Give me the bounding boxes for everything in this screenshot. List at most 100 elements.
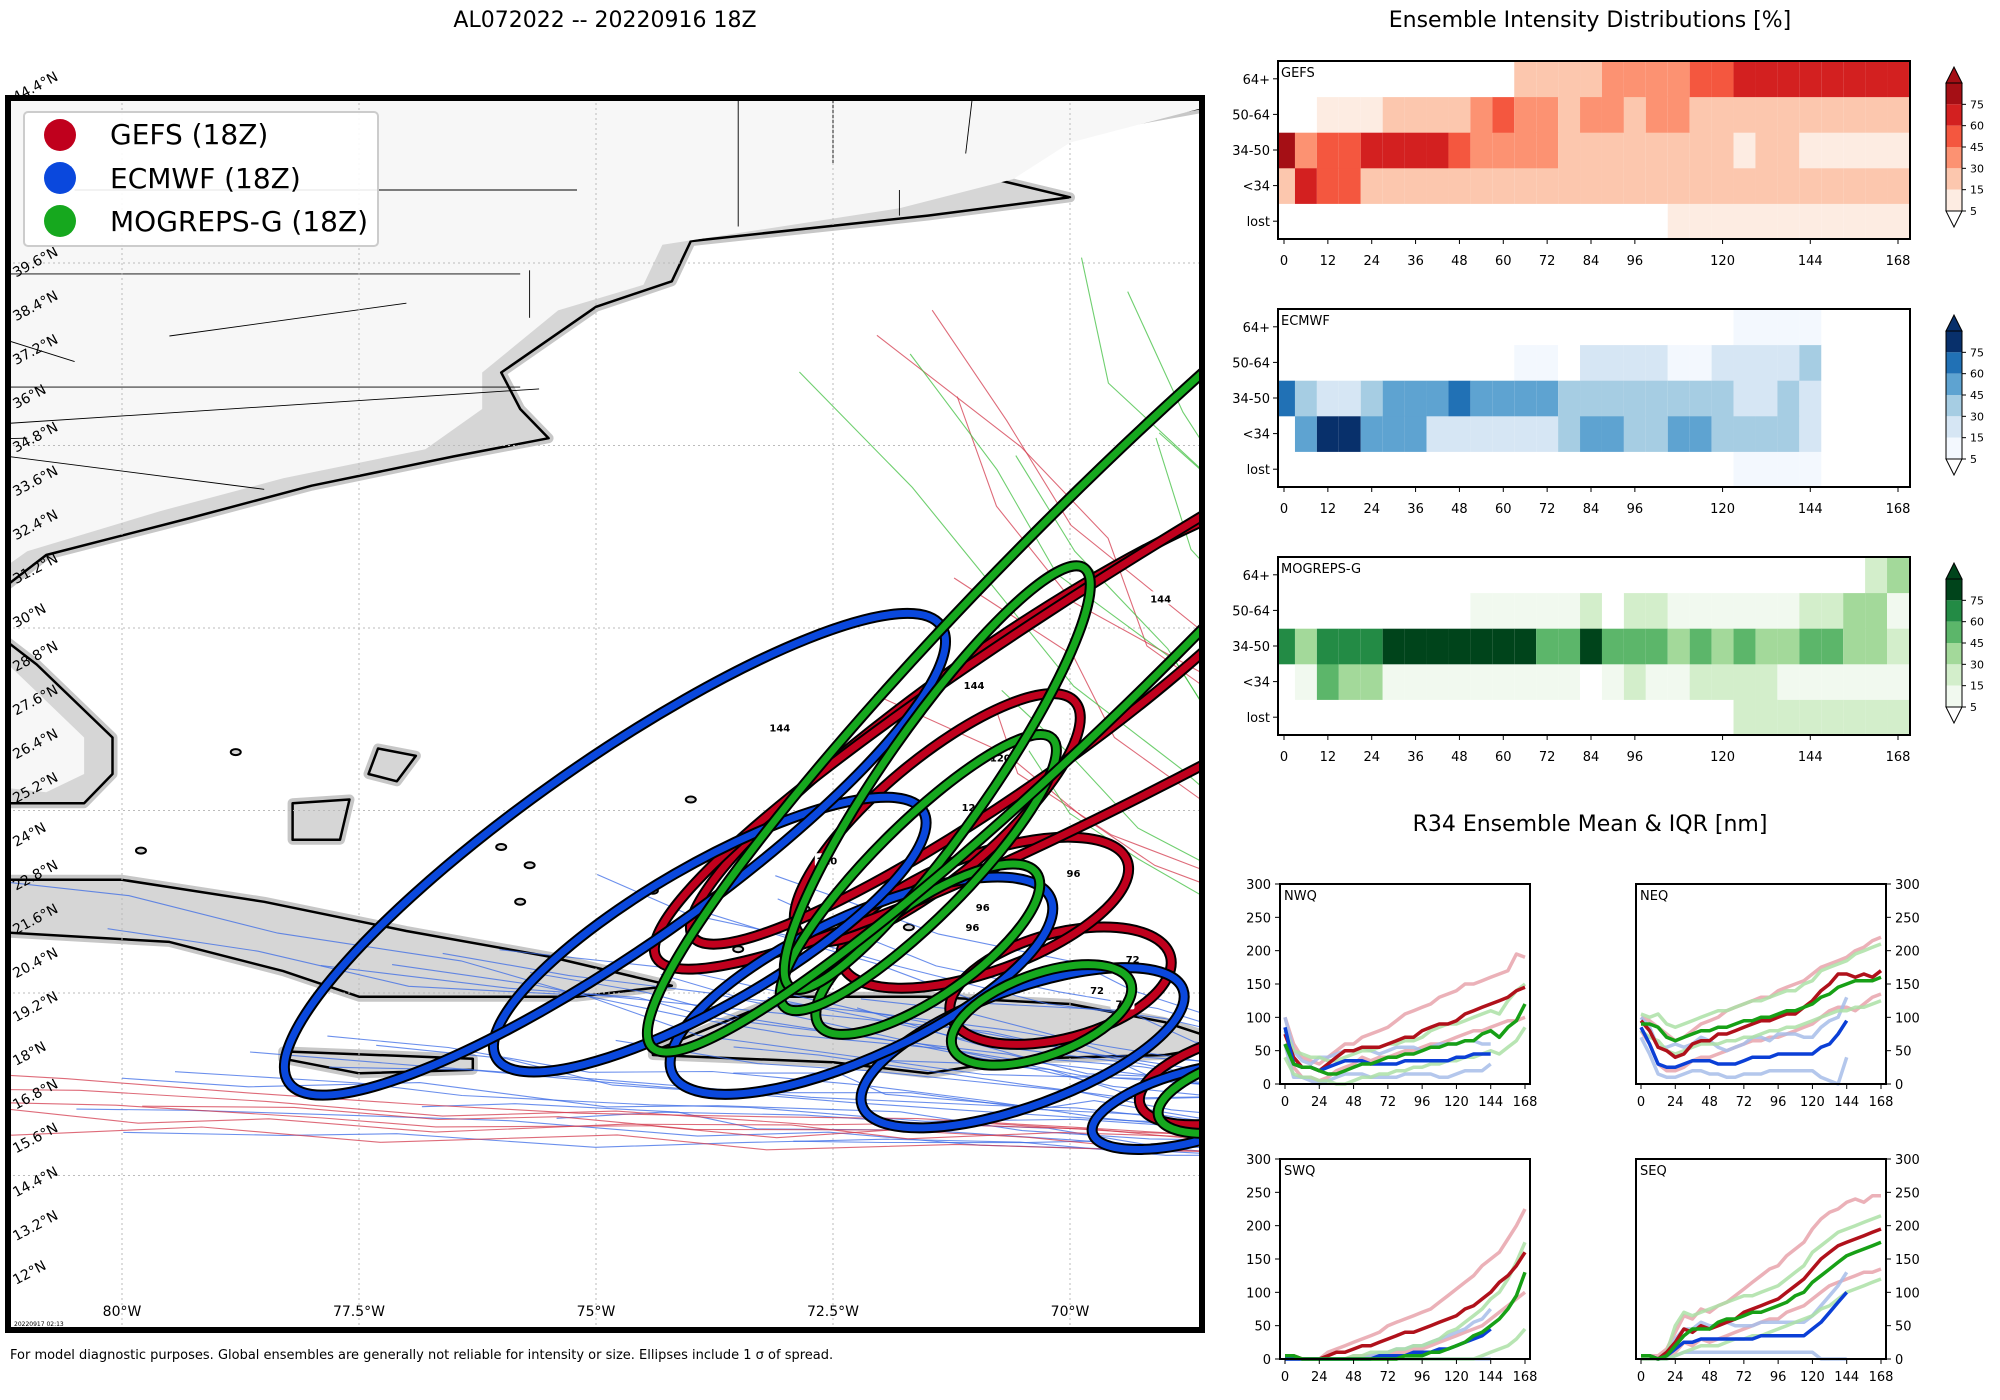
heatmap-cell [1733, 592, 1756, 629]
heatmap-cell [1645, 203, 1668, 240]
heatmap-cell [1492, 61, 1515, 98]
heatmap-cell [1294, 592, 1317, 629]
heatmap-cell [1580, 203, 1602, 240]
ecmwf-ensemble-track [392, 964, 1202, 1084]
forecast-hour-label: 120 [990, 754, 1011, 765]
heatmap-cell [1536, 663, 1559, 700]
mogreps-g-ellipse-168h [643, 127, 1202, 1056]
colorbar-segment [1946, 373, 1962, 395]
heatmap-cell [1623, 132, 1646, 169]
heatmap-cell [1689, 96, 1712, 133]
colorbar-segment [1946, 352, 1962, 374]
heatmap-cell [1316, 557, 1339, 594]
heatmap-cell [1514, 628, 1537, 665]
lon-tick-label: 80°W [103, 1304, 142, 1320]
map-frame [5, 95, 1205, 1333]
heatmap-cell [1799, 96, 1822, 133]
heatmap-cell [1426, 592, 1449, 629]
heatmap-cell [1799, 628, 1822, 665]
heatmap-cell [1799, 203, 1822, 240]
heatmap-cell [1777, 61, 1800, 98]
heatmap-cell [1426, 699, 1449, 736]
heatmap-cell [1689, 167, 1712, 204]
heatmap-cell [1514, 132, 1537, 169]
heatmap-cell [1777, 557, 1800, 594]
r34-y-tick-label: 300 [1246, 1153, 1271, 1168]
heatmap-cell [1492, 309, 1515, 346]
r34-y-tick-label: 150 [1895, 1253, 1920, 1268]
heatmap-cell [1558, 699, 1581, 736]
lon-tick-label: 70°W [1051, 1304, 1090, 1320]
heatmap-cell [1843, 699, 1866, 736]
heatmap-cell [1623, 61, 1646, 98]
heatmap-cell [1623, 415, 1646, 452]
heatmap-cell [1338, 203, 1361, 240]
heatmap-cell [1338, 96, 1361, 133]
heatmap-cell [1316, 451, 1339, 488]
heatmap-cell [1404, 132, 1427, 169]
heatmap-cell [1338, 344, 1361, 381]
ecmwf-ensemble-track [660, 973, 1202, 1063]
heatmap-cell [1360, 699, 1383, 736]
heatmap-cell [1623, 203, 1646, 240]
heatmap-cell [1278, 557, 1295, 594]
heatmap-cell [1536, 309, 1559, 346]
heatmap-cell [1294, 344, 1317, 381]
heatmap-cell [1316, 663, 1339, 700]
r34-y-tick-label: 250 [1246, 1186, 1271, 1201]
colorbar-tick-label: 15 [1970, 432, 1984, 445]
mogreps-intensity-heatmap: lost <34 34-50 50-64 64+ MOGREPS-G 0 12 24 36 48 60… [1232, 556, 1984, 765]
colorbar-segment [1946, 685, 1962, 707]
heatmap-cell [1294, 61, 1317, 98]
heatmap-cell [1843, 628, 1866, 665]
legend-ecmwf-marker [44, 162, 76, 194]
heatmap-cell [1448, 663, 1471, 700]
heatmap-cell [1689, 699, 1712, 736]
colorbar-tick-label: 45 [1970, 637, 1984, 650]
heatmap-cell [1382, 309, 1405, 346]
colorbar-tick-label: 75 [1970, 98, 1984, 111]
r34-y-tick-label: 0 [1895, 1353, 1903, 1368]
heatmap-cell [1711, 344, 1734, 381]
colorbar-segment [1946, 147, 1962, 169]
heatmap-cell [1316, 415, 1339, 452]
heatmap-cell [1689, 557, 1712, 594]
ecmwf-ensemble-track [767, 997, 1202, 1085]
heatmap-cell [1799, 699, 1822, 736]
heatmap-cell [1580, 61, 1602, 98]
heatmap-cell [1601, 451, 1624, 488]
heatmap-cell [1448, 61, 1471, 98]
heatmap-cell [1404, 61, 1427, 98]
r34-x-tick-label: 24 [1667, 1370, 1684, 1385]
heatmap-row-label: lost [1247, 215, 1270, 230]
r34-y-tick-label: 100 [1895, 1011, 1920, 1026]
colorbar-max-arrow [1945, 561, 1963, 580]
heatmap-cell [1667, 309, 1690, 346]
heatmap-cell [1514, 167, 1537, 204]
ecmwf-ellipse-48h [1088, 1059, 1202, 1153]
heatmap-cell [1382, 132, 1405, 169]
heatmap-title: MOGREPS-G [1281, 562, 1361, 577]
heatmap-cell [1382, 167, 1405, 204]
heatmap-cell [1470, 203, 1493, 240]
r34-title: R34 Ensemble Mean & IQR [nm] [1412, 812, 1768, 837]
heatmap-cell [1799, 451, 1822, 488]
heatmap-cell [1777, 344, 1800, 381]
heatmap-cell [1404, 628, 1427, 665]
heatmap-cell [1887, 592, 1909, 629]
colorbar-tick-label: 30 [1970, 410, 1984, 423]
ecmwf-ensemble-track [775, 875, 1202, 1014]
heatmap-cell [1448, 380, 1471, 417]
heatmap-cell [1448, 132, 1471, 169]
r34-series-mogreps-g-mean [1641, 975, 1882, 1043]
r34-y-tick-label: 100 [1895, 1286, 1920, 1301]
forecast-hour-label-bg [1120, 951, 1145, 965]
ecmwf-ensemble-track [733, 1072, 1202, 1120]
heatmap-frame [1277, 556, 1911, 736]
heatmap-cell [1755, 592, 1778, 629]
heatmap-cell [1470, 167, 1493, 204]
r34-x-tick-label: 24 [1667, 1095, 1684, 1110]
heatmap-cell [1470, 557, 1493, 594]
mogreps-g-ellipse-120h [776, 730, 1060, 1015]
heatmap-cell [1294, 451, 1317, 488]
